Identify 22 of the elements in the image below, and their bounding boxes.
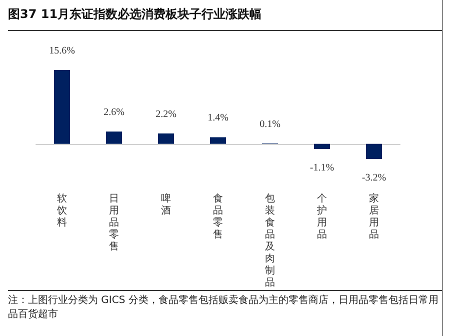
data-label: 1.4% xyxy=(208,112,228,124)
bar xyxy=(158,133,174,144)
text: 注：上图行业分类为 GICS 分类，食品零售包括贩卖食品为主的零售商店，日用品零售包括日常用品百货超市 xyxy=(8,294,440,322)
bar xyxy=(210,137,226,144)
data-label: 0.1% xyxy=(260,118,280,130)
x-tick-label: 软饮料 xyxy=(56,192,67,228)
x-tick-label: 包装食品及肉制品 xyxy=(265,192,275,288)
x-tick-label: 日用品零售 xyxy=(109,194,119,252)
bar xyxy=(366,144,382,159)
x-tick-label: 个护用品 xyxy=(316,192,327,240)
data-label: 2.6% xyxy=(104,107,124,118)
data-label: -1.1% xyxy=(310,162,334,174)
data-label: -3.2% xyxy=(362,172,386,184)
data-label: 15.6% xyxy=(49,46,75,56)
chart-title: 图37 11月东证指数必选消费板块子行业涨跌幅 xyxy=(8,6,442,31)
x-tick-label: 家居用品 xyxy=(369,192,379,240)
data-label: 2.2% xyxy=(156,108,176,120)
bar xyxy=(54,70,70,144)
x-tick-label: 食品零售 xyxy=(213,192,223,240)
bar xyxy=(314,144,330,150)
bar xyxy=(106,132,122,144)
x-tick-label: 啤酒 xyxy=(161,192,171,216)
